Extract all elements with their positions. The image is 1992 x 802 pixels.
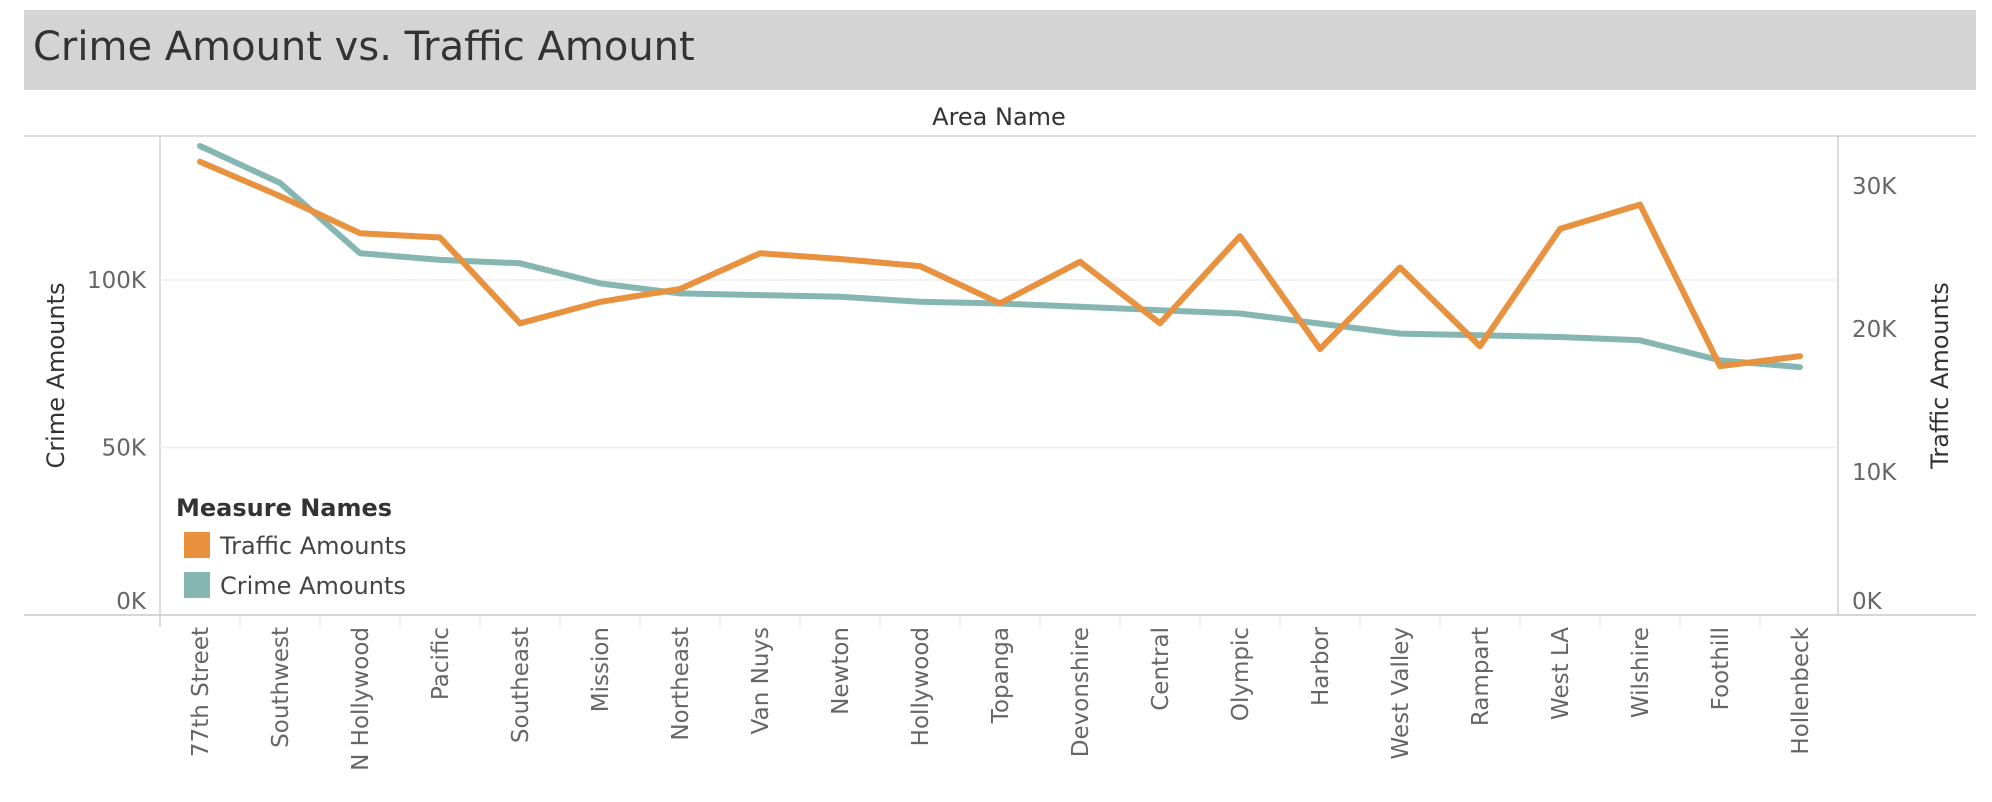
legend: Measure Names Traffic Amounts Crime Amount… [176, 494, 407, 600]
x-tick-label: West Valley [1388, 627, 1414, 759]
x-tick-label: Southwest [268, 627, 294, 748]
x-tick-label: 77th Street [188, 627, 214, 757]
x-tick-label: Southeast [508, 627, 534, 743]
right-tick-label: 10K [1852, 460, 1897, 486]
x-tick-label: Harbor [1308, 626, 1334, 706]
x-tick-label: N Hollywood [348, 627, 374, 771]
x-tick-label: Devonshire [1068, 627, 1094, 757]
crime-amounts-series-line [197, 143, 1803, 371]
axes: Area Name 0K 50K 100K Crime Amounts 0K 10K 20K 3… [42, 103, 1954, 771]
chart-frame [24, 135, 1976, 627]
x-tick-label: Northeast [668, 627, 694, 741]
left-tick-label: 0K [116, 589, 147, 615]
traffic-amounts-legend-label: Traffic Amounts [219, 532, 407, 560]
title-bar: Crime Amount vs. Traffic Amount [24, 10, 1976, 90]
left-tick-label: 100K [87, 268, 147, 294]
traffic-amounts-series-line [197, 158, 1803, 370]
right-tick-label: 20K [1852, 317, 1897, 343]
right-tick-label: 0K [1852, 589, 1883, 615]
x-tick-label: West LA [1548, 627, 1574, 720]
x-tick-label: Newton [828, 627, 854, 715]
series-layer [197, 143, 1803, 371]
crime-amounts-legend-label: Crime Amounts [220, 572, 406, 600]
x-tick-label: Van Nuys [748, 627, 774, 734]
legend-title: Measure Names [176, 494, 392, 522]
x-tick-label: Pacific [428, 627, 454, 700]
x-tick-label: Wilshire [1628, 627, 1654, 718]
right-tick-label: 30K [1852, 174, 1897, 200]
x-axis-title: Area Name [932, 103, 1066, 131]
x-tick-label: Foothill [1708, 627, 1734, 710]
x-tick-label: Rampart [1468, 627, 1494, 726]
crime-amounts-legend-swatch [184, 572, 210, 598]
x-tick-label: Hollenbeck [1788, 626, 1814, 754]
x-tick-label: Olympic [1228, 627, 1254, 721]
left-axis-title: Crime Amounts [42, 283, 70, 469]
x-tick-label: Hollywood [908, 627, 934, 746]
right-axis-title: Traffic Amounts [1926, 282, 1954, 470]
chart-title: Crime Amount vs. Traffic Amount [33, 24, 695, 70]
x-tick-label: Mission [588, 627, 614, 712]
traffic-amounts-legend-swatch [184, 532, 210, 558]
left-tick-label: 50K [102, 436, 147, 462]
x-tick-label: Central [1148, 627, 1174, 711]
gridlines [160, 279, 1838, 449]
x-tick-label: Topanga [988, 627, 1014, 724]
